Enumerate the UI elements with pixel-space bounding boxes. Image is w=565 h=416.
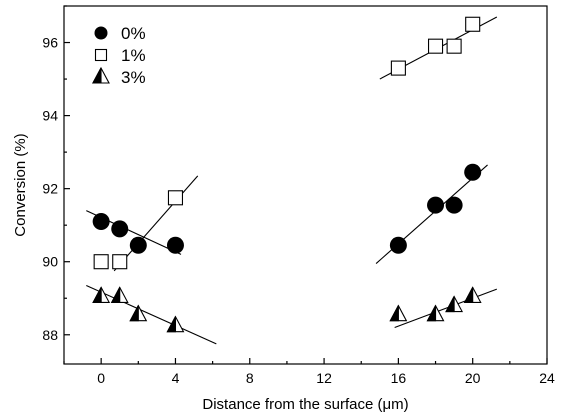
x-axis-label-suffix: ) bbox=[404, 396, 409, 413]
data-point bbox=[427, 38, 444, 54]
data-point bbox=[465, 16, 481, 32]
data-point bbox=[92, 286, 111, 303]
data-point bbox=[445, 196, 463, 214]
x-tick-label: 0 bbox=[97, 370, 105, 386]
data-point bbox=[389, 304, 408, 322]
legend-label: 3% bbox=[121, 68, 146, 87]
plot-frame bbox=[63, 5, 548, 365]
plot-lines bbox=[86, 16, 498, 345]
legend-item: 0% bbox=[94, 24, 146, 43]
data-point bbox=[129, 236, 147, 254]
x-tick-label: 20 bbox=[465, 370, 481, 386]
data-point bbox=[110, 286, 129, 303]
legend-label: 1% bbox=[121, 46, 146, 65]
fit-line bbox=[86, 284, 217, 345]
legend-item: 1% bbox=[94, 46, 146, 65]
legend-label: 0% bbox=[121, 24, 146, 43]
y-tick-label: 94 bbox=[42, 108, 58, 124]
data-point bbox=[464, 163, 482, 181]
x-tick-label: 4 bbox=[172, 370, 180, 386]
y-tick-label: 88 bbox=[42, 327, 58, 343]
data-point bbox=[426, 304, 445, 322]
data-point bbox=[463, 286, 482, 303]
data-point bbox=[129, 304, 148, 322]
x-tick-label: 12 bbox=[316, 370, 332, 386]
fit-line bbox=[113, 175, 199, 272]
x-tick-label: 8 bbox=[246, 370, 254, 386]
y-tick-label: 90 bbox=[42, 254, 58, 270]
x-tick-label: 16 bbox=[391, 370, 407, 386]
data-point bbox=[427, 196, 445, 214]
data-point bbox=[166, 315, 185, 333]
data-point bbox=[92, 213, 110, 231]
legend-marker bbox=[92, 66, 110, 84]
data-point bbox=[445, 295, 464, 313]
x-axis-label: Distance from the surface (μm) bbox=[202, 396, 408, 413]
data-point bbox=[390, 60, 406, 76]
y-tick-label: 96 bbox=[42, 35, 58, 51]
legend-marker bbox=[94, 26, 108, 40]
x-axis-label-unit: μm bbox=[382, 396, 403, 413]
y-axis-label: Conversion (%) bbox=[12, 133, 29, 236]
axis-ticks: 0 4 8 12 16 20 24 88 90 92 94 96 bbox=[42, 5, 555, 386]
data-point bbox=[111, 220, 129, 238]
data-point bbox=[446, 38, 462, 54]
legend-marker bbox=[94, 48, 108, 62]
data-point bbox=[166, 236, 184, 254]
data-point bbox=[112, 254, 128, 270]
data-point bbox=[389, 236, 407, 254]
data-markers bbox=[92, 16, 482, 333]
legend: 0% 1% 3% bbox=[92, 24, 146, 87]
fit-line bbox=[394, 288, 498, 328]
data-point bbox=[167, 190, 184, 206]
data-point bbox=[93, 254, 109, 270]
x-tick-label: 24 bbox=[539, 370, 555, 386]
legend-item: 3% bbox=[92, 66, 146, 87]
y-tick-label: 92 bbox=[42, 181, 58, 197]
x-axis-label-prefix: Distance from the surface ( bbox=[202, 396, 382, 413]
